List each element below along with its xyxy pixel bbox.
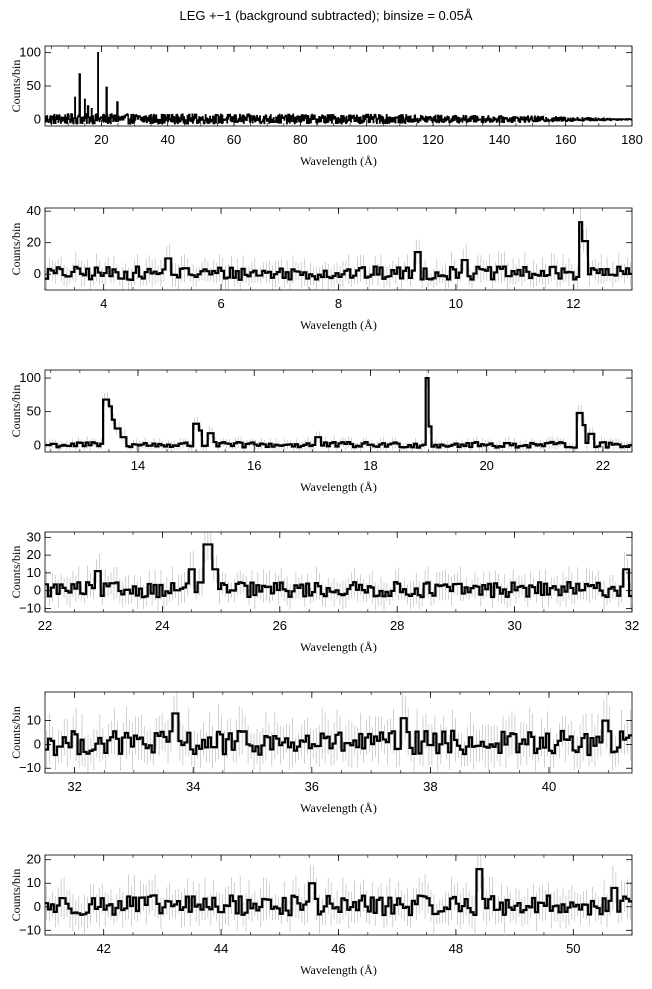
spectrum-data bbox=[45, 208, 632, 290]
x-tick-label: 38 bbox=[423, 779, 437, 794]
spectrum-histogram bbox=[45, 51, 632, 125]
x-tick-label: 180 bbox=[621, 132, 643, 147]
y-tick-label: 40 bbox=[27, 203, 41, 218]
y-tick-label: 0 bbox=[34, 266, 41, 281]
x-tick-label: 32 bbox=[625, 618, 639, 633]
x-tick-label: 60 bbox=[227, 132, 241, 147]
x-tick-label: 46 bbox=[331, 941, 345, 956]
panel-4: 22 24 26 28 30 32 −10 0 10 20 30 Wavelength (Å) Coun… bbox=[9, 529, 639, 654]
y-tick-label: 0 bbox=[34, 583, 41, 598]
x-tick-label: 12 bbox=[566, 296, 580, 311]
x-tick-label: 140 bbox=[488, 132, 510, 147]
panel-6: 42 44 46 48 50 −10 0 10 20 Wavelength (Å) Counts/b… bbox=[9, 852, 633, 977]
spectrum-data bbox=[45, 51, 632, 125]
x-tick-label: 28 bbox=[390, 618, 404, 633]
x-axis-title: Wavelength (Å) bbox=[300, 154, 377, 168]
y-tick-label: 50 bbox=[27, 404, 41, 419]
y-tick-label: 30 bbox=[27, 529, 41, 544]
y-tick-label: −10 bbox=[19, 600, 41, 615]
y-tick-label: 10 bbox=[27, 565, 41, 580]
x-tick-label: 40 bbox=[542, 779, 556, 794]
x-tick-label: 20 bbox=[479, 458, 493, 473]
y-tick-label: 100 bbox=[19, 45, 41, 60]
x-tick-label: 32 bbox=[67, 779, 81, 794]
y-tick-label: 10 bbox=[27, 713, 41, 728]
spectrum-histogram bbox=[45, 376, 632, 449]
x-tick-label: 22 bbox=[596, 458, 610, 473]
y-tick-label: 0 bbox=[34, 736, 41, 751]
x-tick-label: 4 bbox=[100, 296, 107, 311]
x-tick-label: 6 bbox=[217, 296, 224, 311]
figure-title: LEG +−1 (background subtracted); binsize… bbox=[179, 8, 473, 23]
y-axis-title: Counts/bin bbox=[9, 546, 23, 599]
y-axis-title: Counts/bin bbox=[9, 869, 23, 922]
x-axis-title: Wavelength (Å) bbox=[300, 480, 377, 494]
y-axis-title: Counts/bin bbox=[9, 706, 23, 759]
y-tick-label: 0 bbox=[34, 899, 41, 914]
y-tick-label: −10 bbox=[19, 922, 41, 937]
spectrum-histogram bbox=[45, 712, 632, 757]
x-tick-label: 10 bbox=[449, 296, 463, 311]
axes-frame bbox=[44, 854, 633, 936]
x-tick-label: 100 bbox=[356, 132, 378, 147]
y-tick-label: 20 bbox=[27, 547, 41, 562]
x-tick-label: 14 bbox=[131, 458, 145, 473]
x-axis-title: Wavelength (Å) bbox=[300, 318, 377, 332]
y-axis-title: Counts/bin bbox=[9, 223, 23, 276]
y-axis-title: Counts/bin bbox=[9, 385, 23, 438]
y-tick-label: 0 bbox=[34, 437, 41, 452]
y-tick-label: 10 bbox=[27, 875, 41, 890]
x-tick-label: 30 bbox=[507, 618, 521, 633]
x-axis-title: Wavelength (Å) bbox=[300, 640, 377, 654]
x-tick-label: 44 bbox=[214, 941, 228, 956]
spectrum-histogram bbox=[45, 221, 632, 281]
y-axis-title: Counts/bin bbox=[9, 60, 23, 113]
y-tick-label: 50 bbox=[27, 78, 41, 93]
y-tick-label: 20 bbox=[27, 852, 41, 867]
axes-frame bbox=[44, 531, 633, 613]
panel-2: 4 6 8 10 12 0 20 40 Wavelength (Å) Counts/bin bbox=[9, 203, 633, 332]
spectrum-histogram bbox=[45, 868, 632, 917]
x-tick-label: 22 bbox=[38, 618, 52, 633]
axes-frame bbox=[44, 691, 633, 774]
x-tick-label: 120 bbox=[422, 132, 444, 147]
panel-1: 20 40 60 80 100 120 140 160 180 0 50 100 Wavelength … bbox=[9, 45, 643, 168]
x-tick-label: 40 bbox=[160, 132, 174, 147]
x-tick-label: 36 bbox=[305, 779, 319, 794]
x-tick-label: 42 bbox=[96, 941, 110, 956]
y-tick-label: 20 bbox=[27, 235, 41, 250]
y-tick-label: 0 bbox=[34, 111, 41, 126]
panel-5: 32 34 36 38 40 −10 0 10 Wavelength (Å) Counts/bin bbox=[9, 691, 633, 815]
x-tick-label: 160 bbox=[555, 132, 577, 147]
x-tick-label: 50 bbox=[566, 941, 580, 956]
x-tick-label: 20 bbox=[94, 132, 108, 147]
spectrum-data bbox=[45, 532, 632, 611]
panel-3: 14 16 18 20 22 0 50 100 Wavelength (Å) Counts/bin bbox=[9, 369, 633, 494]
y-tick-label: −10 bbox=[19, 760, 41, 775]
x-tick-label: 34 bbox=[186, 779, 200, 794]
spectrum-data bbox=[45, 370, 632, 452]
y-tick-label: 100 bbox=[19, 370, 41, 385]
x-axis-title: Wavelength (Å) bbox=[300, 963, 377, 977]
x-tick-label: 24 bbox=[155, 618, 169, 633]
x-tick-label: 18 bbox=[363, 458, 377, 473]
x-axis-title: Wavelength (Å) bbox=[300, 801, 377, 815]
x-tick-label: 16 bbox=[247, 458, 261, 473]
axes-frame bbox=[44, 369, 633, 453]
x-tick-label: 48 bbox=[449, 941, 463, 956]
spectrum-histogram bbox=[45, 543, 632, 599]
x-tick-label: 8 bbox=[335, 296, 342, 311]
x-tick-label: 26 bbox=[273, 618, 287, 633]
spectrum-data bbox=[45, 855, 632, 934]
x-tick-label: 80 bbox=[293, 132, 307, 147]
spectrum-data bbox=[45, 692, 632, 773]
